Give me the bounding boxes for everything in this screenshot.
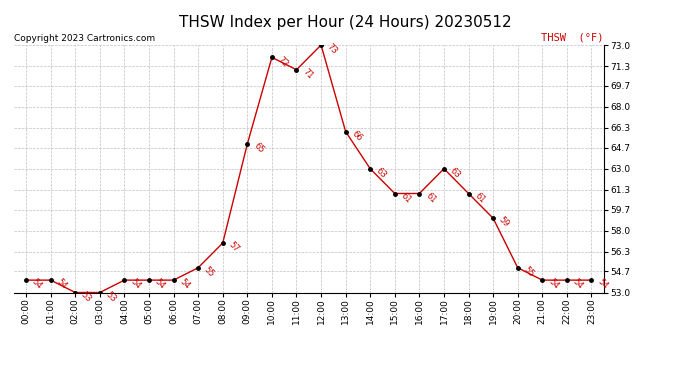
Text: 54: 54 <box>55 278 68 291</box>
Text: THSW  (°F): THSW (°F) <box>541 33 604 42</box>
Text: 65: 65 <box>251 141 266 155</box>
Text: Copyright 2023 Cartronics.com: Copyright 2023 Cartronics.com <box>14 33 155 42</box>
Text: 53: 53 <box>79 290 93 304</box>
Text: 59: 59 <box>497 216 511 229</box>
Text: 61: 61 <box>473 191 486 205</box>
Text: 54: 54 <box>30 278 44 291</box>
Text: 71: 71 <box>301 67 315 81</box>
Text: 63: 63 <box>448 166 462 180</box>
Text: 54: 54 <box>546 278 560 291</box>
Text: 73: 73 <box>325 42 339 56</box>
Text: 54: 54 <box>128 278 142 291</box>
Text: 55: 55 <box>202 265 216 279</box>
Text: 54: 54 <box>595 278 609 291</box>
Text: 54: 54 <box>571 278 585 291</box>
Text: 61: 61 <box>399 191 413 205</box>
Text: 54: 54 <box>153 278 167 291</box>
Text: 66: 66 <box>350 129 364 143</box>
Text: 55: 55 <box>522 265 535 279</box>
Text: 63: 63 <box>375 166 388 180</box>
Text: 57: 57 <box>227 240 241 254</box>
Text: 53: 53 <box>104 290 118 304</box>
Text: 54: 54 <box>178 278 192 291</box>
Text: 72: 72 <box>276 55 290 69</box>
Text: THSW Index per Hour (24 Hours) 20230512: THSW Index per Hour (24 Hours) 20230512 <box>179 15 511 30</box>
Text: 61: 61 <box>424 191 437 205</box>
